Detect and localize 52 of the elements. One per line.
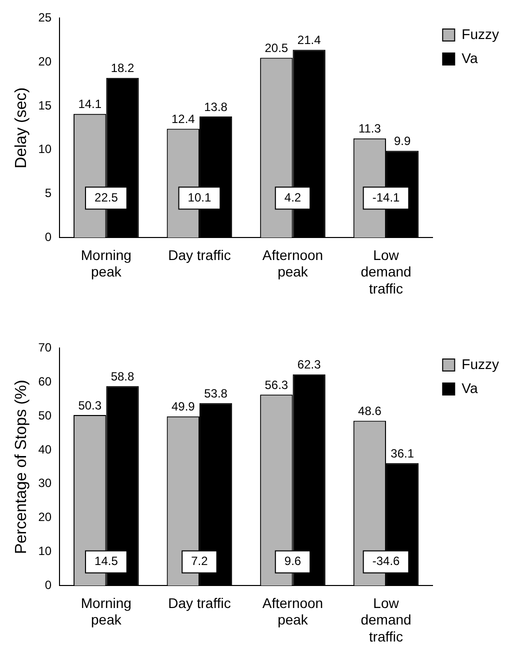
data-label: 56.3 (264, 378, 288, 392)
x-tick-label: Morning peak (80, 246, 132, 280)
y-tick-label: 5 (44, 186, 52, 200)
legend-label: Fuzzy (462, 26, 500, 42)
x-tick-label: Low demand traffic (360, 594, 412, 644)
legend-label: Va (462, 380, 478, 396)
data-label: 21.4 (297, 33, 322, 48)
x-tick-label: Day traffic (168, 246, 231, 263)
data-label: 62.3 (297, 358, 322, 372)
y-tick-label: 25 (38, 10, 52, 25)
y-axis-title: Delay (sec) (13, 87, 30, 168)
data-label: 58.8 (110, 369, 135, 384)
x-tick-label: Day traffic (168, 594, 231, 611)
data-label: 53.8 (204, 386, 228, 400)
y-tick-label: 10 (38, 142, 52, 156)
data-label: 49.9 (171, 400, 196, 414)
y-axis-title: Percentage of Stops (%) (13, 380, 30, 554)
data-label: 13.8 (204, 100, 228, 114)
data-label: 20.5 (264, 41, 288, 56)
x-tick-label: Afternoon peak (262, 246, 324, 280)
annotation: 10.1 (188, 190, 212, 204)
y-tick-label: 70 (38, 340, 52, 355)
y-tick-label: 20 (38, 54, 52, 68)
x-tick-label: Afternoon peak (262, 594, 324, 628)
annotation: 9.6 (284, 554, 302, 568)
y-tick-label: 15 (38, 98, 52, 112)
y-tick-label: 40 (38, 442, 52, 456)
data-label: 36.1 (390, 446, 414, 460)
annotation: 14.5 (94, 554, 118, 568)
annotation: -34.6 (372, 554, 400, 568)
annotation: 7.2 (191, 554, 208, 568)
annotation: 4.2 (284, 190, 302, 204)
y-tick-label: 10 (38, 544, 52, 558)
data-label: 14.1 (78, 97, 102, 112)
data-label: 11.3 (358, 122, 382, 136)
data-label: 18.2 (110, 61, 135, 76)
y-tick-label: 60 (38, 374, 52, 388)
x-tick-label: Low demand traffic (360, 246, 412, 296)
data-label: 50.3 (78, 398, 102, 412)
legend-label: Fuzzy (462, 356, 500, 372)
x-tick-label: Morning peak (80, 594, 132, 628)
annotation: -14.1 (372, 190, 400, 204)
legend-label: Va (462, 50, 478, 66)
y-tick-label: 20 (38, 510, 52, 524)
y-tick-label: 0 (44, 578, 52, 592)
y-tick-label: 0 (44, 230, 52, 244)
data-label: 9.9 (394, 134, 412, 148)
y-tick-label: 50 (38, 408, 52, 422)
data-label: 12.4 (171, 112, 196, 126)
annotation: 22.5 (94, 190, 118, 204)
y-tick-label: 30 (38, 476, 52, 490)
data-label: 48.6 (358, 404, 382, 418)
